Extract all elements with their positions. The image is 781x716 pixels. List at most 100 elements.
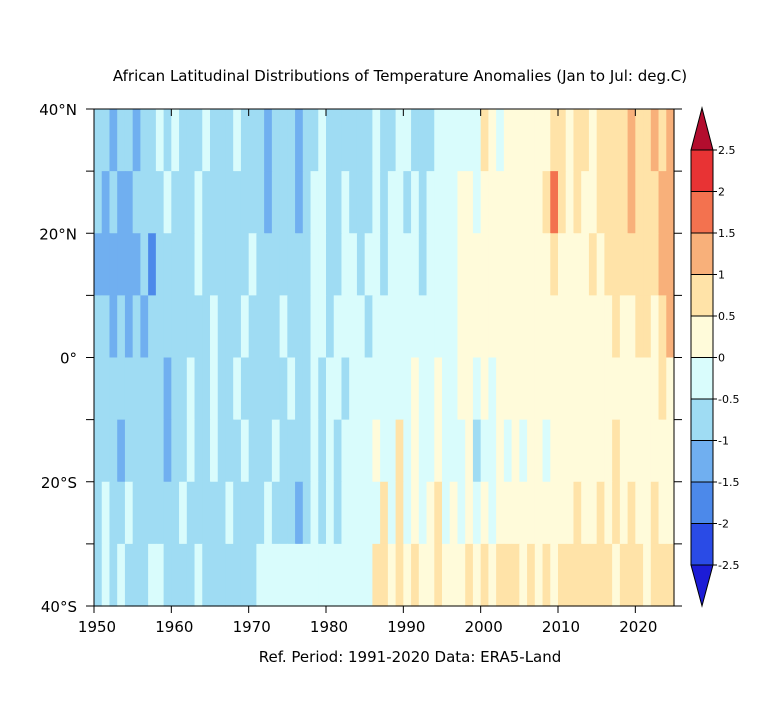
chart-title: African Latitudinal Distributions of Tem…	[113, 67, 687, 85]
heatmap-cell	[194, 357, 203, 421]
heatmap-cell	[442, 233, 451, 296]
heatmap-cell	[519, 295, 528, 359]
heatmap-cell	[372, 543, 381, 607]
heatmap-cell	[140, 171, 149, 234]
heatmap-cell	[271, 109, 281, 172]
heatmap-grid	[94, 109, 675, 607]
y-tick-label: 0°	[60, 350, 77, 368]
heatmap-cell	[202, 543, 211, 607]
heatmap-cell	[511, 171, 520, 234]
heatmap-cell	[140, 295, 149, 359]
heatmap-cell	[94, 295, 103, 359]
heatmap-cell	[635, 295, 644, 359]
heatmap-cell	[534, 233, 544, 296]
heatmap-cell	[635, 543, 644, 607]
heatmap-cell	[612, 171, 621, 234]
heatmap-cell	[310, 419, 319, 483]
heatmap-cell	[542, 295, 551, 359]
heatmap-cell	[418, 295, 428, 359]
heatmap-cell	[426, 543, 435, 607]
heatmap-cell	[186, 357, 196, 421]
chart-subtitle: Ref. Period: 1991-2020 Data: ERA5-Land	[259, 648, 562, 666]
heatmap-cell	[171, 171, 180, 234]
heatmap-cell	[295, 543, 304, 607]
heatmap-cell	[387, 109, 397, 172]
heatmap-cell	[186, 171, 196, 234]
heatmap-cell	[550, 419, 559, 483]
heatmap-cell	[411, 171, 420, 234]
heatmap-cell	[155, 357, 165, 421]
heatmap-cell	[542, 357, 551, 421]
heatmap-cell	[240, 109, 250, 172]
heatmap-cell	[666, 171, 675, 234]
y-tick-label: 40°S	[41, 598, 77, 616]
heatmap-cell	[488, 295, 497, 359]
heatmap-cell	[163, 357, 172, 421]
heatmap-cell	[666, 419, 675, 483]
heatmap-cell	[581, 357, 590, 421]
heatmap-cell	[565, 295, 575, 359]
heatmap-cell	[511, 233, 520, 296]
heatmap-cell	[132, 233, 141, 296]
heatmap-cell	[326, 481, 335, 545]
heatmap-cell	[596, 109, 605, 172]
heatmap-cell	[380, 171, 389, 234]
heatmap-cell	[233, 357, 242, 421]
heatmap-cell	[287, 109, 296, 172]
heatmap-cell	[496, 357, 505, 421]
heatmap-cell	[380, 543, 389, 607]
heatmap-cell	[364, 419, 373, 483]
heatmap-cell	[596, 419, 605, 483]
colorbar-box	[690, 232, 714, 275]
heatmap-cell	[457, 543, 466, 607]
heatmap-cell	[217, 357, 227, 421]
heatmap-cell	[465, 357, 474, 421]
heatmap-cell	[94, 419, 103, 483]
heatmap-cell	[511, 481, 520, 545]
heatmap-cell	[101, 543, 111, 607]
heatmap-cell	[418, 419, 428, 483]
heatmap-cell	[534, 419, 544, 483]
heatmap-cell	[612, 295, 621, 359]
heatmap-cell	[604, 233, 613, 296]
heatmap-cell	[387, 419, 397, 483]
heatmap-cell	[333, 419, 343, 483]
heatmap-cell	[101, 233, 111, 296]
heatmap-cell	[442, 295, 451, 359]
heatmap-cell	[542, 233, 551, 296]
heatmap-cell	[225, 357, 234, 421]
heatmap-cell	[658, 419, 667, 483]
heatmap-cell	[148, 419, 157, 483]
heatmap-cell	[163, 171, 172, 234]
heatmap-cell	[302, 543, 312, 607]
heatmap-cell	[264, 481, 273, 545]
heatmap-cell	[310, 543, 319, 607]
heatmap-cell	[117, 481, 126, 545]
heatmap-cell	[148, 233, 157, 296]
heatmap-cell	[194, 543, 203, 607]
heatmap-cell	[627, 295, 636, 359]
heatmap-cell	[581, 419, 590, 483]
heatmap-cell	[558, 481, 567, 545]
heatmap-cell	[558, 419, 567, 483]
heatmap-cell	[573, 419, 582, 483]
heatmap-cell	[210, 419, 219, 483]
y-tick-label: 40°N	[39, 101, 77, 119]
heatmap-cell	[387, 357, 397, 421]
heatmap-cell	[256, 233, 265, 296]
heatmap-cell	[310, 171, 319, 234]
heatmap-cell	[132, 543, 141, 607]
heatmap-cell	[573, 109, 582, 172]
colorbar-label: 2	[718, 186, 725, 199]
colorbar-box	[690, 191, 714, 234]
heatmap-cell	[333, 357, 343, 421]
heatmap-cell	[124, 171, 134, 234]
heatmap-cell	[558, 295, 567, 359]
heatmap-cell	[619, 171, 629, 234]
heatmap-cell	[635, 357, 644, 421]
heatmap-cell	[434, 481, 443, 545]
heatmap-cell	[240, 295, 250, 359]
heatmap-cell	[581, 543, 590, 607]
heatmap-cell	[256, 481, 265, 545]
heatmap-cell	[117, 357, 126, 421]
